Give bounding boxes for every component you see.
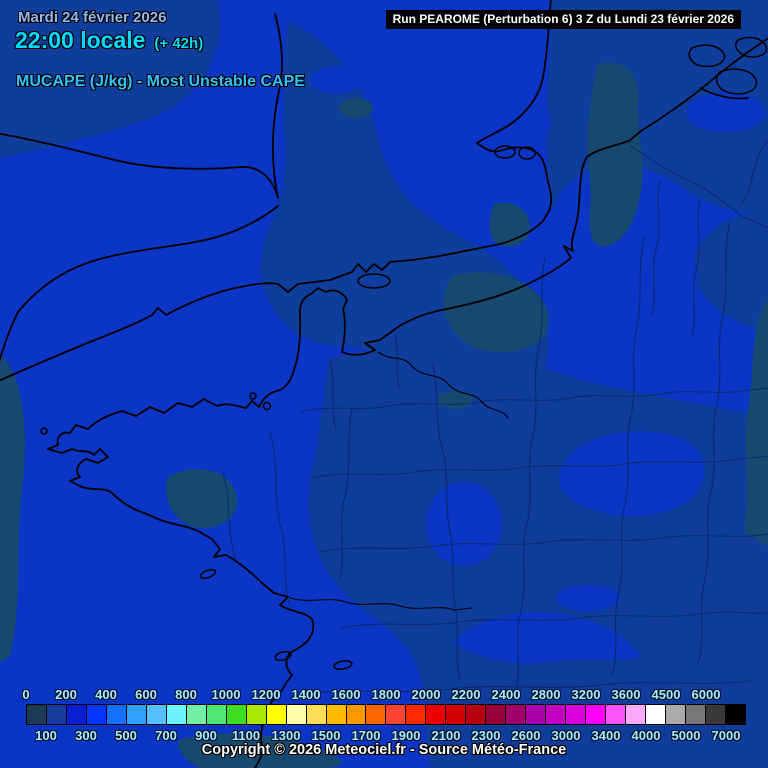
colorbar-tick-label: 500 — [115, 728, 137, 743]
colorbar-cell — [586, 705, 607, 724]
colorbar-tick-label: 1300 — [271, 728, 301, 743]
colorbar-cell — [346, 705, 367, 724]
colorbar-cell — [526, 705, 547, 724]
colorbar-cell — [306, 705, 327, 724]
colorbar-cell — [406, 705, 427, 724]
colorbar-cell — [326, 705, 347, 724]
cape-region-base-patches — [310, 66, 766, 664]
colorbar-tick-label: 2300 — [471, 728, 501, 743]
colorbar-cell — [126, 705, 147, 724]
colorbar-cell — [186, 705, 207, 724]
colorbar-cell — [666, 705, 686, 724]
colorbar-tick-label: 1700 — [351, 728, 381, 743]
colorbar-cell — [606, 705, 627, 724]
colorbar-tick-label: 1500 — [311, 728, 341, 743]
colorbar-tick-label: 2100 — [431, 728, 461, 743]
copyright: Copyright © 2026 Meteociel.fr - Source M… — [201, 742, 567, 758]
colorbar-tick-label: 4000 — [631, 728, 661, 743]
rivers — [289, 351, 509, 611]
colorbar-tick-label: 300 — [75, 728, 97, 743]
colorbar-cell — [685, 705, 706, 724]
colorbar-cell — [146, 705, 167, 724]
colorbar-cell — [646, 705, 666, 724]
colorbar-tick-label: 3400 — [591, 728, 621, 743]
colorbar-tick-label: 7000 — [711, 728, 741, 743]
colorbar-cell — [27, 705, 47, 724]
colorbar-tick-label: 1400 — [291, 687, 321, 702]
forecast-time: 22:00 locale (+ 42h) — [15, 27, 203, 54]
colorbar-tick-label: 2000 — [411, 687, 441, 702]
colorbar-cell — [166, 705, 187, 724]
run-info-bar: Run PEAROME (Perturbation 6) 3 Z du Lund… — [385, 10, 741, 29]
colorbar-cell — [705, 705, 726, 724]
colorbar-cell — [725, 705, 745, 724]
colorbar-cell — [486, 705, 507, 724]
colorbar-tick-label: 700 — [155, 728, 177, 743]
colorbar-tick-label: 2800 — [531, 687, 561, 702]
colorbar-tick-label: 1200 — [251, 687, 281, 702]
colorbar-cell — [446, 705, 467, 724]
colorbar-tick-label: 1900 — [391, 728, 421, 743]
colorbar — [26, 704, 746, 725]
parameter-title: MUCAPE (J/kg) - Most Unstable CAPE — [16, 73, 305, 90]
colorbar-tick-label: 1600 — [331, 687, 361, 702]
colorbar-cell — [206, 705, 227, 724]
colorbar-cell — [286, 705, 307, 724]
colorbar-tick-label: 400 — [95, 687, 117, 702]
colorbar-cell — [66, 705, 87, 724]
colorbar-tick-label: 900 — [195, 728, 217, 743]
forecast-offset: (+ 42h) — [154, 35, 204, 52]
colorbar-tick-label: 200 — [55, 687, 77, 702]
colorbar-tick-label: 1800 — [371, 687, 401, 702]
colorbar-cell — [366, 705, 387, 724]
colorbar-tick-label: 5000 — [671, 728, 701, 743]
colorbar-tick-label: 4500 — [651, 687, 681, 702]
colorbar-cell — [566, 705, 587, 724]
colorbar-tick-label: 3200 — [571, 687, 601, 702]
colorbar-tick-label: 600 — [135, 687, 157, 702]
region-borders — [221, 139, 768, 696]
colorbar-tick-label: 2600 — [511, 728, 541, 743]
colorbar-tick-label: 6000 — [691, 687, 721, 702]
colorbar-cell — [266, 705, 287, 724]
colorbar-cell — [626, 705, 647, 724]
colorbar-cell — [46, 705, 67, 724]
colorbar-cell — [506, 705, 527, 724]
colorbar-tick-label: 3600 — [611, 687, 641, 702]
colorbar-tick-label: 1000 — [211, 687, 241, 702]
forecast-date: Mardi 24 février 2026 — [18, 9, 167, 26]
colorbar-tick-label: 800 — [175, 687, 197, 702]
colorbar-tick-label: 1100 — [231, 728, 261, 743]
colorbar-tick-label: 100 — [35, 728, 57, 743]
forecast-time-value: 22:00 locale — [15, 27, 146, 53]
colorbar-tick-label: 2400 — [491, 687, 521, 702]
colorbar-tick-label: 2200 — [451, 687, 481, 702]
cape-region-dark-patches — [0, 62, 768, 768]
islands — [40, 36, 768, 670]
colorbar-tick-label: 3000 — [551, 728, 581, 743]
colorbar-cell — [246, 705, 267, 724]
colorbar-cell — [106, 705, 127, 724]
colorbar-cell — [226, 705, 247, 724]
colorbar-cell — [426, 705, 447, 724]
colorbar-cell — [546, 705, 567, 724]
colorbar-cell — [86, 705, 107, 724]
colorbar-cell — [466, 705, 487, 724]
colorbar-cell — [386, 705, 407, 724]
colorbar-tick-label: 0 — [22, 687, 30, 702]
